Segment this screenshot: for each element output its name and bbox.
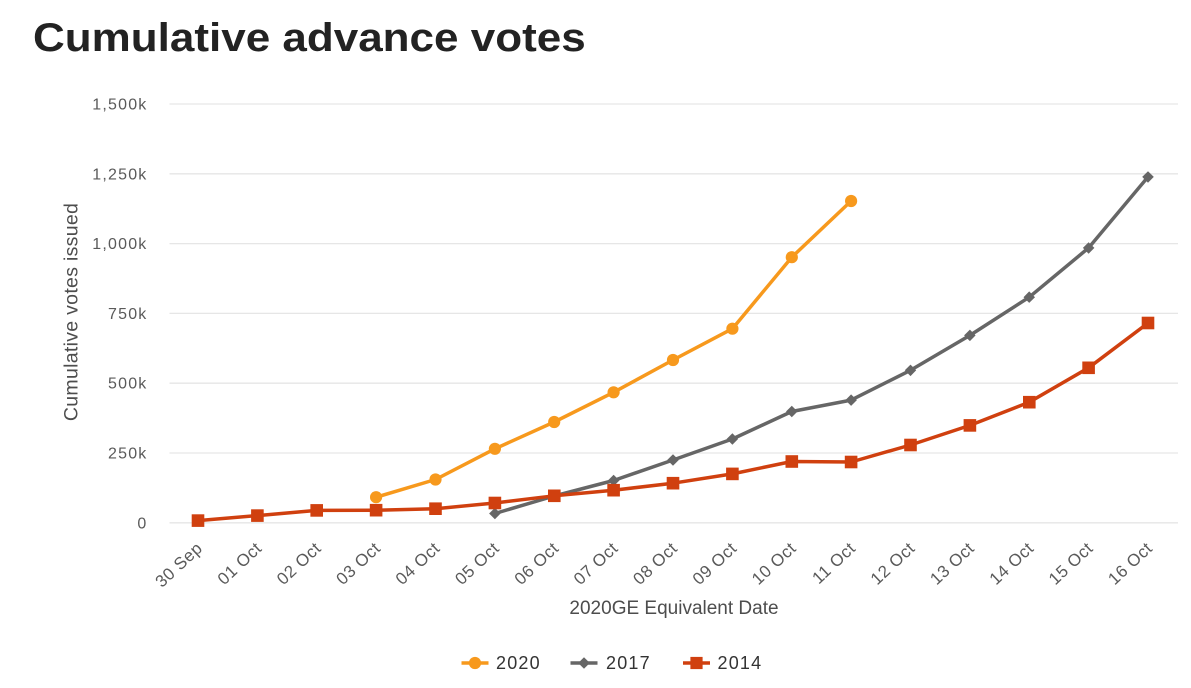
svg-text:250k: 250k — [108, 446, 148, 463]
svg-text:0: 0 — [137, 515, 147, 532]
svg-text:750k: 750k — [108, 306, 148, 323]
svg-text:Cumulative votes issued: Cumulative votes issued — [61, 203, 83, 421]
svg-text:2020GE Equivalent Date: 2020GE Equivalent Date — [569, 598, 778, 619]
svg-text:2017: 2017 — [606, 653, 651, 673]
svg-text:500k: 500k — [108, 376, 148, 393]
svg-text:2014: 2014 — [718, 653, 763, 673]
svg-text:1,000k: 1,000k — [92, 236, 147, 253]
svg-text:1,250k: 1,250k — [92, 166, 147, 183]
svg-text:1,500k: 1,500k — [92, 97, 147, 114]
svg-text:2020: 2020 — [496, 653, 541, 673]
